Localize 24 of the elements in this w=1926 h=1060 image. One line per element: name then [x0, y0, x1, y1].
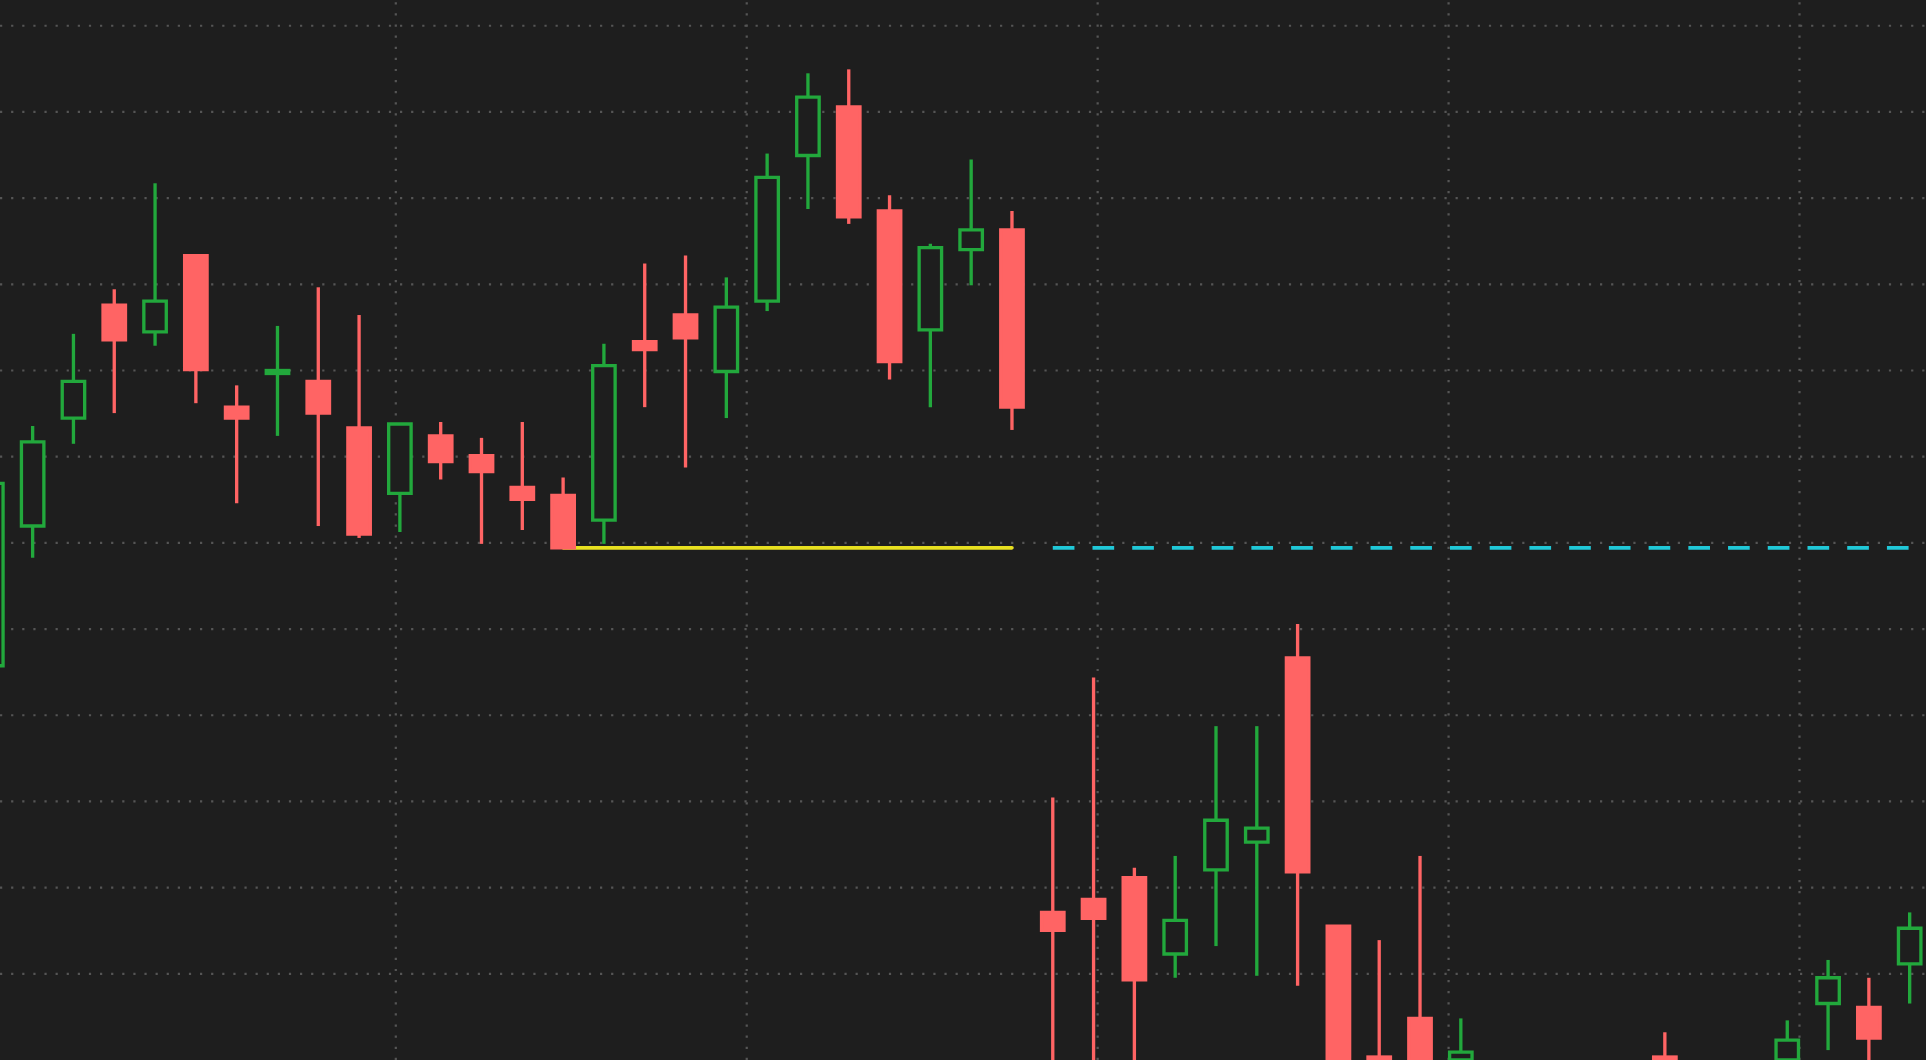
candlestick [427, 420, 454, 482]
candlestick [1447, 1016, 1474, 1060]
candlestick [264, 324, 291, 438]
candlestick [1243, 724, 1270, 978]
candlestick [631, 261, 658, 409]
candlestick [1407, 854, 1433, 1060]
candlestick [672, 253, 699, 470]
candlestick [60, 332, 87, 446]
candlestick [1080, 675, 1107, 1060]
candlestick [1896, 910, 1923, 1006]
candlestick [1162, 854, 1189, 980]
candlestick [468, 436, 495, 546]
candlestick [1366, 938, 1393, 1060]
candlestick [1815, 958, 1841, 1052]
candlestick [101, 287, 128, 415]
candlestick [1855, 976, 1882, 1060]
candlestick [509, 420, 536, 532]
candlestick [305, 285, 332, 528]
candlestick [1651, 1030, 1678, 1060]
candlestick [958, 157, 985, 287]
candlestick [223, 383, 250, 505]
candlestick [1039, 795, 1066, 1060]
candlestick [1774, 1018, 1801, 1060]
candlestick [142, 181, 168, 348]
